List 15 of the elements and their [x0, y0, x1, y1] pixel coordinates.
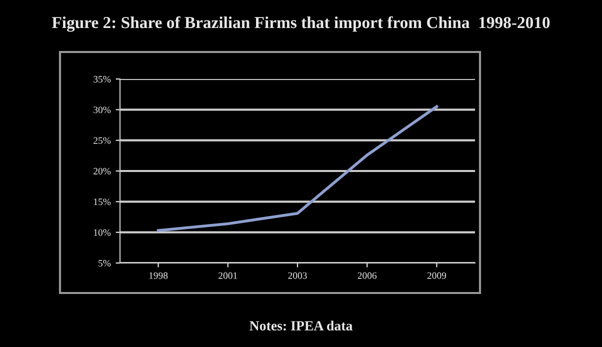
x-tick-label: 2003: [288, 272, 307, 279]
y-tick-label: 15%: [94, 198, 111, 206]
y-tick-label: 5%: [98, 260, 111, 266]
line-series: [156, 105, 438, 232]
text: Notes: IPEA data: [250, 320, 352, 331]
x-tick-label: 2006: [358, 272, 377, 279]
y-tick-label: 25%: [94, 137, 111, 144]
y-tick-label: 20%: [94, 168, 111, 174]
x-tick-label: 2009: [427, 272, 446, 279]
y-tick-label: 30%: [94, 106, 111, 114]
chart-title: Figure 2: Share of Brazilian Firms that import from China 1998-2010: [52, 16, 550, 32]
x-tick-label: 2001: [218, 272, 238, 279]
x-tick-label: 1998: [149, 272, 168, 279]
y-tick-label: 35%: [94, 76, 111, 82]
y-tick-label: 10%: [94, 229, 111, 236]
